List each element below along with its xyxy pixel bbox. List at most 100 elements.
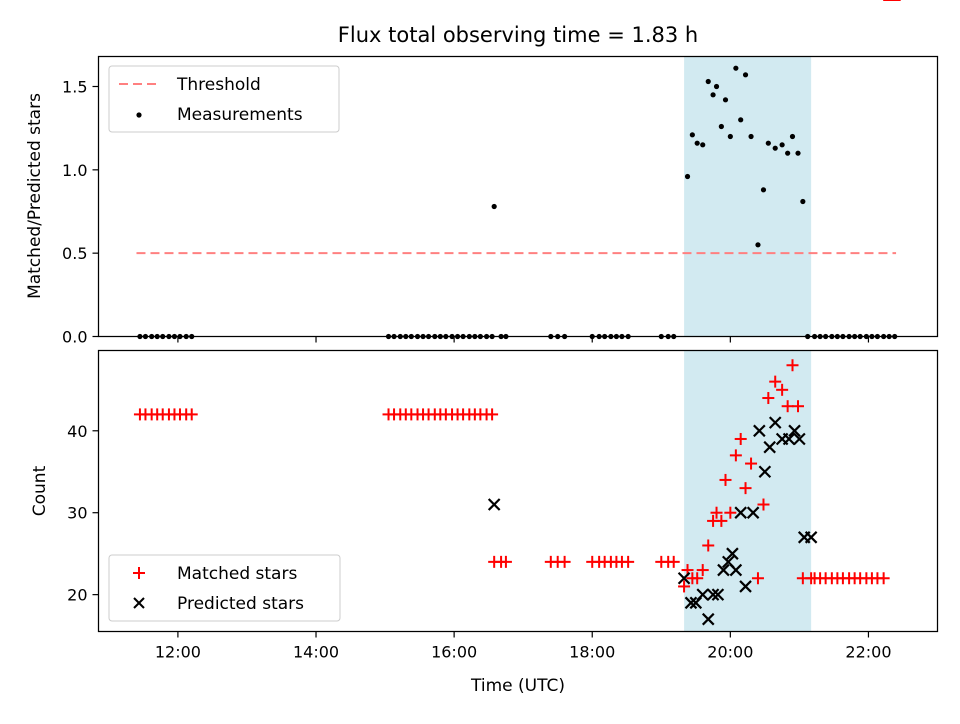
matched-star-point bbox=[792, 400, 805, 413]
x-tick-label: 22:00 bbox=[845, 643, 891, 662]
x-tick-label: 14:00 bbox=[293, 643, 339, 662]
counts-panel: 12:00 14:00 16:00 18:00 20:00 22:00 20 30 40 Co… bbox=[30, 0, 939, 662]
y-tick-label: 1.5 bbox=[62, 78, 87, 97]
measurement-point bbox=[705, 78, 711, 85]
measurement-point bbox=[779, 142, 785, 148]
legend-measurements-label: Measurements bbox=[177, 105, 303, 125]
predicted-star-stroke bbox=[734, 506, 747, 519]
measurement-point bbox=[748, 133, 754, 140]
predicted-star-point bbox=[763, 440, 776, 454]
predicted-star-point bbox=[734, 506, 747, 519]
matched-star-point bbox=[729, 449, 742, 462]
predicted-star-point bbox=[793, 432, 806, 446]
y-tick-label: 1.0 bbox=[62, 161, 87, 180]
predicted-star-point bbox=[717, 563, 730, 577]
matched-star-point bbox=[702, 539, 715, 552]
matched-star-point bbox=[691, 572, 704, 585]
measurement-point bbox=[689, 132, 695, 138]
x-tick-label: 16:00 bbox=[431, 643, 477, 662]
y-tick-label: 0.0 bbox=[62, 328, 87, 347]
predicted-star-point bbox=[788, 424, 801, 438]
matched-star-point bbox=[185, 408, 198, 421]
predicted-star-stroke bbox=[684, 596, 698, 610]
predicted-star-stroke bbox=[487, 498, 501, 511]
matched-star-point bbox=[678, 580, 691, 593]
matched-star-point bbox=[739, 482, 752, 495]
measurement-point bbox=[491, 203, 497, 210]
matched-star-point bbox=[622, 555, 635, 568]
measurement-point bbox=[755, 242, 761, 248]
measurement-point bbox=[718, 123, 724, 130]
predicted-star-stroke bbox=[768, 416, 782, 429]
measurement-point bbox=[760, 187, 767, 193]
predicted-star-stroke bbox=[721, 555, 735, 569]
matched-star-point bbox=[696, 564, 709, 577]
predicted-star-stroke bbox=[804, 531, 818, 544]
predicted-star-stroke bbox=[711, 588, 725, 601]
counts-legend: Matched stars Predicted stars bbox=[108, 554, 341, 622]
predicted-star-stroke bbox=[739, 580, 752, 593]
ratio-panel: 0.0 0.5 1.0 1.5 Matched/Predicted stars Thr… bbox=[25, 55, 939, 347]
predicted-star-stroke bbox=[726, 547, 739, 560]
ratio-panel-frame bbox=[97, 55, 939, 338]
legend-measurements-swatch bbox=[136, 112, 142, 118]
predicted-star-point bbox=[739, 580, 752, 593]
predicted-star-stroke bbox=[793, 432, 806, 446]
x-tick-label: 12:00 bbox=[155, 643, 201, 662]
measurement-point bbox=[710, 92, 716, 98]
predicted-star-point bbox=[768, 416, 782, 429]
matched-star-point bbox=[715, 514, 728, 527]
measurement-point bbox=[738, 117, 744, 123]
x-axis-label: Time (UTC) bbox=[470, 676, 565, 696]
predicted-star-stroke bbox=[701, 612, 715, 626]
x-tick-label: 20:00 bbox=[707, 643, 753, 662]
predicted-star-point bbox=[701, 612, 715, 626]
measurement-point bbox=[722, 97, 729, 103]
matched-star-point bbox=[757, 498, 770, 511]
measurement-point bbox=[795, 150, 801, 156]
predicted-star-point bbox=[758, 465, 772, 479]
predicted-star-point bbox=[726, 547, 739, 560]
predicted-star-point bbox=[729, 563, 743, 577]
measurement-point bbox=[694, 140, 700, 146]
matched-star-point bbox=[751, 572, 764, 585]
matched-star-point bbox=[734, 432, 747, 445]
predicted-star-stroke bbox=[677, 571, 691, 585]
y-tick-label: 20 bbox=[67, 586, 87, 605]
matched-star-point bbox=[762, 392, 775, 405]
predicted-star-stroke bbox=[706, 588, 720, 601]
predicted-star-stroke bbox=[788, 424, 801, 438]
matched-star-point bbox=[719, 473, 732, 486]
matched-star-point bbox=[486, 408, 499, 421]
predicted-star-stroke bbox=[758, 465, 772, 479]
predicted-star-stroke bbox=[753, 424, 766, 438]
predicted-star-stroke bbox=[717, 563, 730, 577]
matched-star-point bbox=[745, 457, 758, 470]
y-tick-label: 40 bbox=[67, 422, 87, 441]
predicted-star-stroke bbox=[696, 588, 709, 601]
predicted-star-point bbox=[753, 424, 766, 438]
measurement-point bbox=[789, 133, 796, 140]
matched-star-point bbox=[499, 555, 512, 568]
measurement-point bbox=[772, 145, 778, 151]
matched-star-point bbox=[776, 383, 789, 396]
chart-title: Flux total observing time = 1.83 h bbox=[338, 23, 698, 47]
legend-matched-label: Matched stars bbox=[177, 564, 297, 584]
measurement-point bbox=[727, 133, 733, 140]
matched-star-point bbox=[877, 572, 890, 585]
observing-span bbox=[684, 56, 812, 337]
y-tick-label: 30 bbox=[67, 504, 87, 523]
predicted-star-point bbox=[684, 596, 698, 610]
measurement-point bbox=[742, 72, 749, 78]
matched-star-point bbox=[710, 506, 723, 519]
legend-predicted-label: Predicted stars bbox=[177, 594, 304, 614]
predicted-star-stroke bbox=[782, 432, 796, 446]
predicted-star-point bbox=[746, 506, 760, 519]
predicted-star-point bbox=[696, 588, 709, 601]
counts-y-axis-label: Count bbox=[30, 465, 50, 516]
predicted-star-stroke bbox=[763, 440, 776, 454]
measurement-point bbox=[684, 173, 691, 180]
matched-star-point bbox=[558, 555, 571, 568]
matched-star-point bbox=[786, 359, 799, 372]
predicted-star-point bbox=[804, 531, 818, 544]
